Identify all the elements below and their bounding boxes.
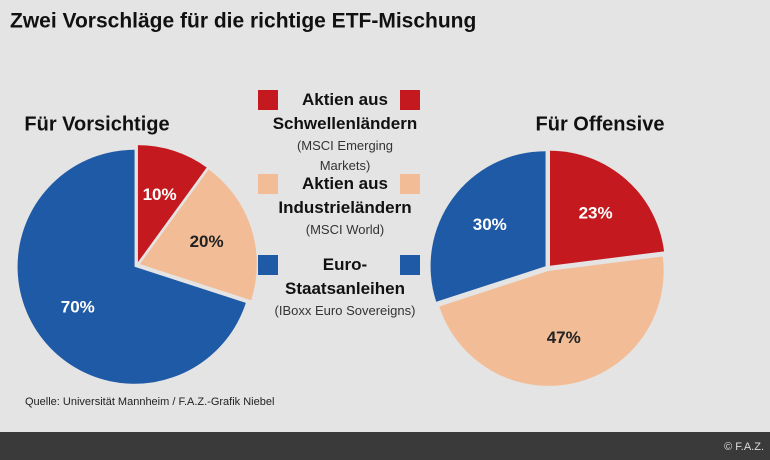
legend-name: Aktien aus Schwellenländern [272,90,418,133]
pie-slice [439,256,664,386]
legend-swatch [258,90,278,110]
legend-entry: Aktien aus Industrieländern (MSCI World) [270,172,420,240]
value-label: 23% [579,203,613,222]
source: Quelle: Universität Mannheim / F.A.Z.-Gr… [25,396,274,408]
legend-detail: (IBoxx Euro Sovereigns) [274,303,416,318]
pie-slice [549,150,665,266]
value-label: 30% [473,215,507,234]
legend-entry: Euro-Staatsanleihen (IBoxx Euro Sovereign… [270,253,420,321]
legend-swatch [400,255,420,275]
pie-slice [17,149,246,384]
pie-title: Für Vorsichtige [24,113,169,135]
legend-detail: (MSCI Emerging Markets) [296,138,394,173]
value-label: 47% [547,328,581,347]
pie-slice [430,151,546,302]
value-label: 70% [61,298,95,317]
legend-swatch [258,174,278,194]
copyright: © F.A.Z. [724,441,764,453]
legend-name: Aktien aus Industrieländern [278,174,412,217]
legend-swatch [258,255,278,275]
pie-title: Für Offensive [536,113,665,135]
value-label: 20% [190,232,224,251]
pie-slice [137,145,207,263]
legend-swatch [400,90,420,110]
value-label: 10% [143,185,177,204]
chart-title: Zwei Vorschläge für die richtige ETF-Mis… [10,10,476,33]
legend-entry: Aktien aus Schwellenländern (MSCI Emergin… [270,88,420,176]
legend-name: Euro-Staatsanleihen [285,255,405,298]
legend-detail: (MSCI World) [305,222,385,237]
legend-swatch [400,174,420,194]
pie-slice [139,169,257,301]
footer-bar [0,432,770,460]
